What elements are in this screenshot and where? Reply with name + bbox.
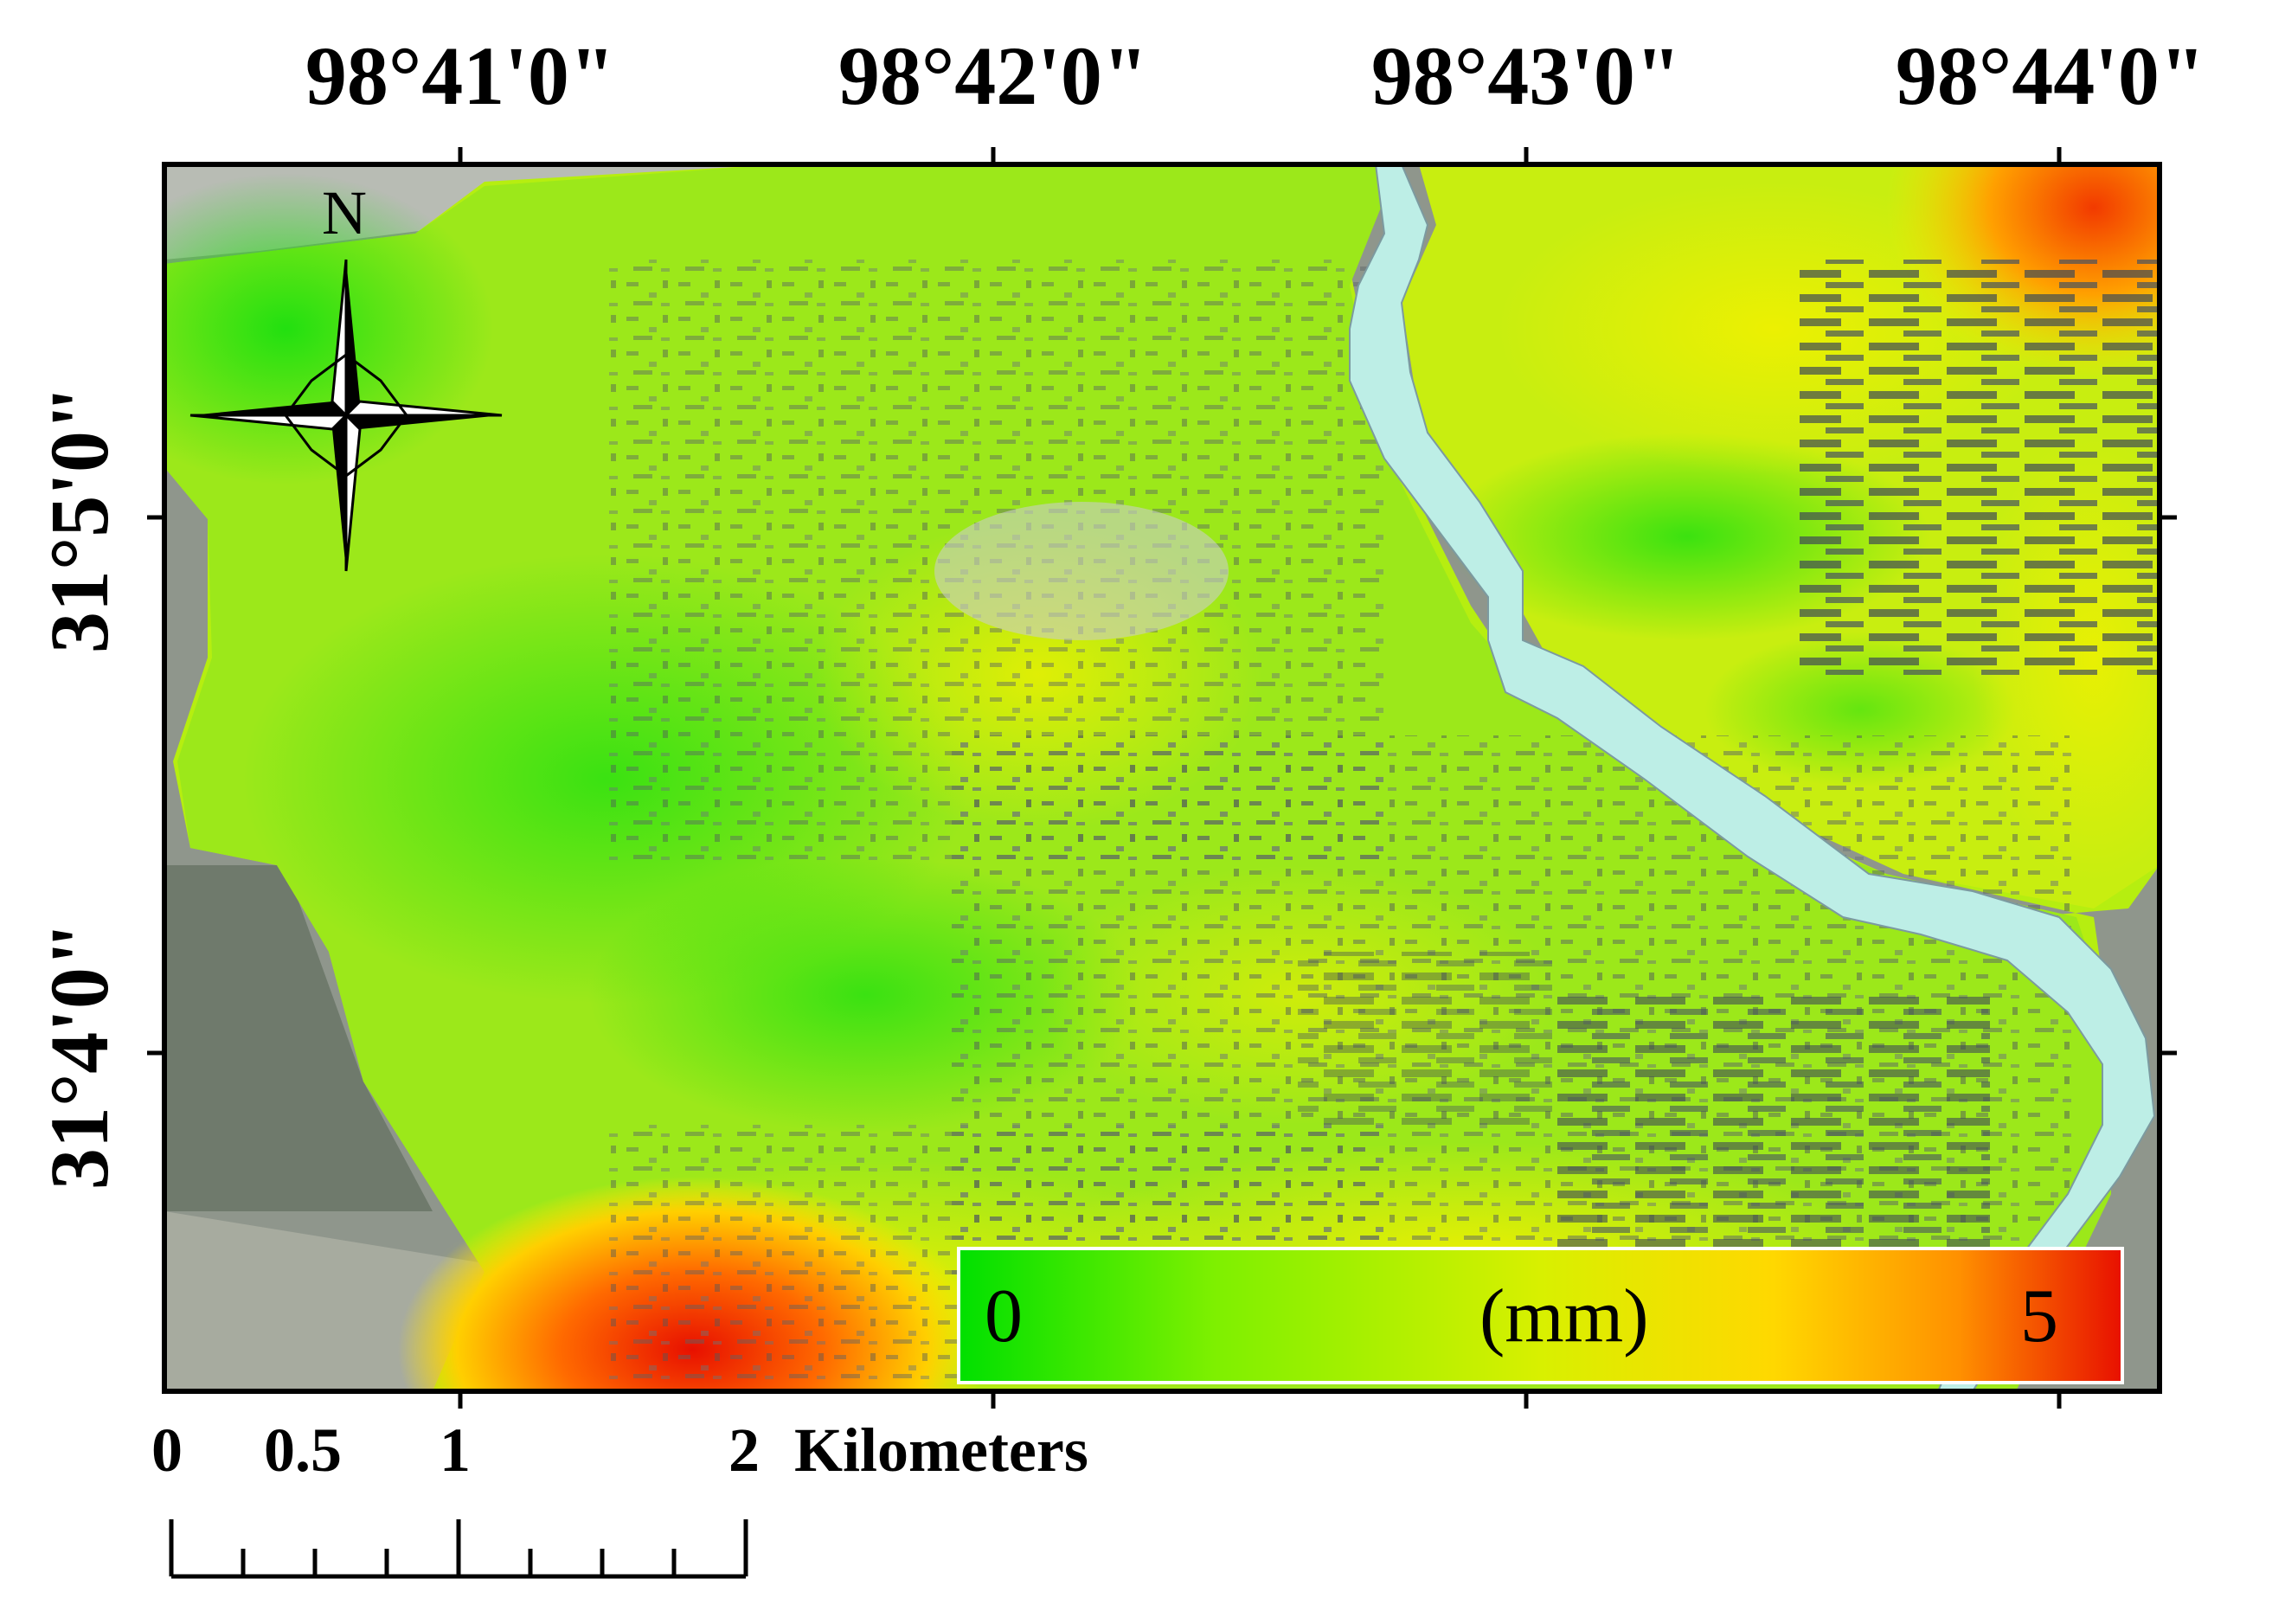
river (1349, 164, 2156, 1391)
longitude-label-2: 98°42'0" (838, 29, 1149, 122)
legend-max-label: 5 (2020, 1274, 2058, 1358)
legend (957, 1247, 2124, 1384)
longitude-label-1: 98°41'0" (305, 29, 616, 122)
north-arrow (189, 259, 503, 572)
longitude-label-3: 98°43'0" (1370, 29, 1682, 122)
map-content (164, 164, 2160, 1391)
scale-tick-1: 1 (440, 1415, 471, 1485)
latitude-label-2: 31°4'0" (33, 921, 125, 1191)
longitude-label-4: 98°44'0" (1895, 29, 2206, 122)
scale-unit: Kilometers (794, 1415, 1088, 1485)
legend-min-label: 0 (985, 1274, 1023, 1358)
north-label: N (322, 178, 367, 247)
scale-tick-0: 0 (151, 1415, 183, 1485)
graticule-ticks (147, 147, 2177, 1409)
scale-tick-2: 2 (728, 1415, 760, 1485)
map-frame (162, 162, 2162, 1394)
scale-tick-0-5: 0.5 (264, 1415, 342, 1485)
latitude-label-1: 31°5'0" (33, 384, 125, 654)
scale-bar (169, 1519, 748, 1579)
legend-colorbar (957, 1247, 2124, 1384)
legend-unit-label: (mm) (1479, 1274, 1649, 1358)
